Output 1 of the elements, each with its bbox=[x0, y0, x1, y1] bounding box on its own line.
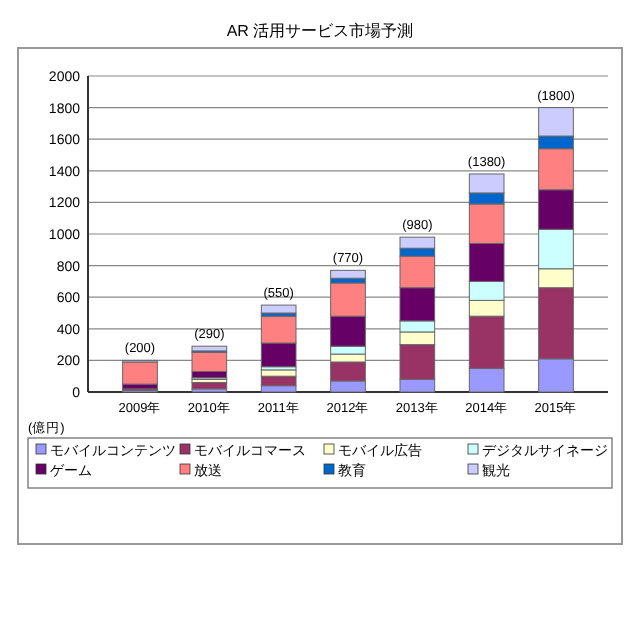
chart-title: AR 活用サービス市場予測 bbox=[226, 22, 414, 40]
